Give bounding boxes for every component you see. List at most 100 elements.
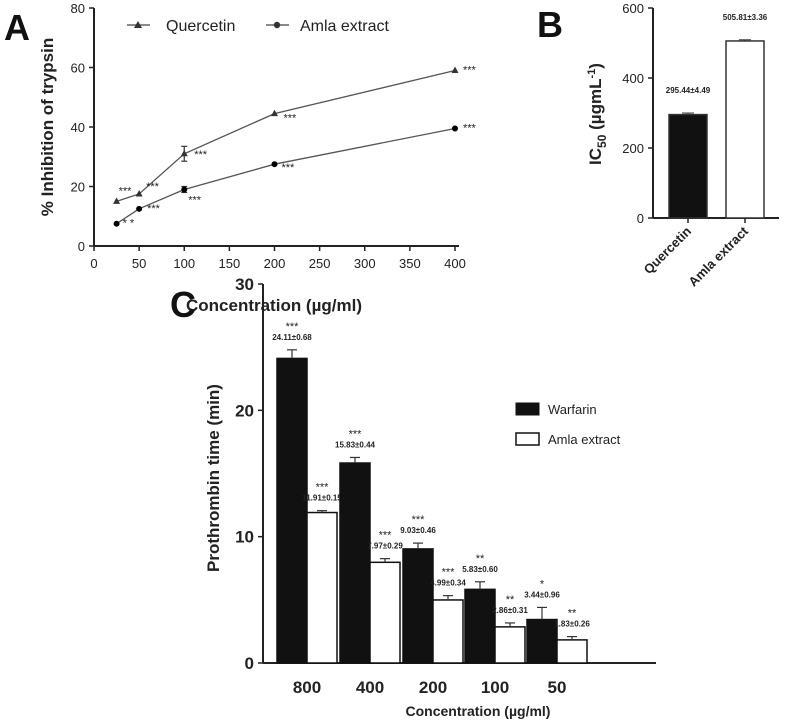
panel-a-line-chart: % Inhibition of trypsin Concentration (µ… — [38, 1, 477, 315]
c-bar-amla — [369, 561, 401, 664]
a-x-tick-label: 350 — [399, 256, 421, 271]
legend-warfarin-swatch — [515, 402, 540, 416]
c-significance-label: ** — [568, 608, 577, 620]
c-significance-label: *** — [412, 514, 426, 526]
a-significance-label: *** — [194, 149, 208, 161]
c-significance-label: * — [540, 578, 545, 590]
a-significance-label: *** — [463, 64, 477, 76]
b-value-label: 295.44±4.49 — [666, 86, 711, 95]
a-series-line-amla — [116, 127, 456, 225]
a-point-quercetin — [180, 149, 188, 157]
c-bar-warfarin — [526, 618, 558, 664]
a-point-quercetin — [271, 109, 278, 117]
a-x-tick-label: 0 — [90, 256, 97, 271]
c-category-label: 200 — [419, 678, 447, 697]
c-value-label: 24.11±0.68 — [272, 333, 312, 342]
c-value-label: 11.91±0.15 — [302, 494, 342, 503]
legend-amla-label: Amla extract — [300, 18, 389, 35]
c-significance-label: ** — [476, 553, 485, 565]
b-bar-quercetin — [668, 113, 708, 219]
b-y-tick-label: 600 — [622, 1, 644, 16]
legend-amla-swatch — [515, 432, 540, 446]
a-x-tick-label: 200 — [264, 256, 286, 271]
c-value-label: 7.97±0.29 — [367, 542, 403, 551]
c-bar-amla — [432, 599, 464, 664]
b-category-label: Amla extract — [685, 223, 751, 289]
a-y-tick-label: 40 — [71, 120, 85, 135]
c-significance-label: *** — [442, 567, 456, 579]
c-value-label: 2.86±0.31 — [492, 606, 528, 615]
c-y-tick-label: 0 — [245, 654, 254, 673]
panel-b-label: B — [537, 4, 563, 45]
a-y-axis-title: % Inhibition of trypsin — [38, 38, 57, 216]
a-x-tick-label: 250 — [309, 256, 331, 271]
a-significance-label: * * — [123, 218, 135, 230]
panel-a-label: A — [4, 7, 30, 48]
a-y-tick-label: 20 — [71, 180, 85, 195]
a-point-amla — [113, 220, 120, 227]
c-value-label: 4.99±0.34 — [430, 579, 466, 588]
legend-quercetin-marker — [134, 21, 142, 28]
c-category-label: 100 — [481, 678, 509, 697]
panel-c-bar-chart: Prothrombin time (min) Concentration (µg… — [204, 275, 656, 719]
c-significance-label: *** — [379, 530, 393, 542]
c-bar-warfarin — [339, 462, 371, 664]
b-value-label: 505.81±3.36 — [723, 13, 768, 22]
a-point-amla — [271, 161, 278, 168]
c-bar-warfarin — [464, 588, 496, 664]
c-category-label: 800 — [293, 678, 321, 697]
b-y-tick-label: 0 — [637, 211, 644, 226]
c-value-label: 5.83±0.60 — [462, 565, 498, 574]
a-significance-label: *** — [282, 162, 296, 174]
a-significance-label: *** — [188, 194, 202, 206]
a-y-tick-label: 80 — [71, 1, 85, 16]
c-significance-label: *** — [349, 428, 363, 440]
b-category-label: Quercetin — [641, 223, 695, 277]
a-x-tick-label: 400 — [444, 256, 466, 271]
c-y-tick-label: 20 — [235, 401, 254, 420]
a-significance-label: *** — [284, 113, 298, 125]
a-point-amla — [136, 205, 143, 212]
a-y-tick-label: 0 — [78, 239, 85, 254]
c-significance-label: *** — [286, 321, 300, 333]
c-bar-amla — [306, 511, 338, 664]
legend-amla-extract-label: Amla extract — [548, 432, 621, 447]
c-value-label: 15.83±0.44 — [335, 440, 376, 449]
c-value-label: 1.83±0.26 — [554, 620, 590, 629]
a-point-quercetin — [451, 66, 459, 73]
a-significance-label: *** — [146, 181, 160, 193]
c-value-label: 3.44±0.96 — [524, 590, 560, 599]
a-point-quercetin — [113, 197, 121, 204]
c-bar-warfarin — [276, 357, 308, 664]
panel-c-label: C — [170, 284, 196, 325]
a-point-amla — [181, 186, 188, 193]
b-y-tick-label: 400 — [622, 71, 644, 86]
a-series-line-quercetin — [116, 69, 456, 202]
c-bar-amla — [556, 639, 588, 664]
legend-quercetin-label: Quercetin — [166, 18, 235, 35]
a-significance-label: *** — [463, 122, 477, 134]
a-x-tick-label: 50 — [132, 256, 146, 271]
c-x-axis-title: Concentration (µg/ml) — [406, 703, 551, 719]
a-significance-label: *** — [147, 203, 161, 215]
a-x-tick-label: 100 — [173, 256, 195, 271]
a-y-tick-label: 60 — [71, 61, 85, 76]
c-y-tick-label: 10 — [235, 528, 254, 547]
a-x-tick-label: 300 — [354, 256, 376, 271]
c-significance-label: *** — [316, 482, 330, 494]
a-x-tick-label: 150 — [219, 256, 241, 271]
a-x-axis-title: Concentration (µg/ml) — [186, 296, 362, 315]
c-y-tick-label: 30 — [235, 275, 254, 294]
c-bar-warfarin — [402, 548, 434, 664]
c-significance-label: ** — [506, 594, 515, 606]
c-category-label: 400 — [356, 678, 384, 697]
a-point-quercetin — [135, 189, 143, 197]
b-y-axis-title: IC50 (µgmL-1) — [586, 63, 609, 165]
c-y-axis-title: Prothrombin time (min) — [204, 384, 223, 572]
b-y-tick-label: 200 — [622, 141, 644, 156]
c-value-label: 9.03±0.46 — [400, 526, 436, 535]
legend-warfarin-label: Warfarin — [548, 402, 597, 417]
a-significance-label: *** — [119, 185, 133, 197]
c-category-label: 50 — [548, 678, 567, 697]
